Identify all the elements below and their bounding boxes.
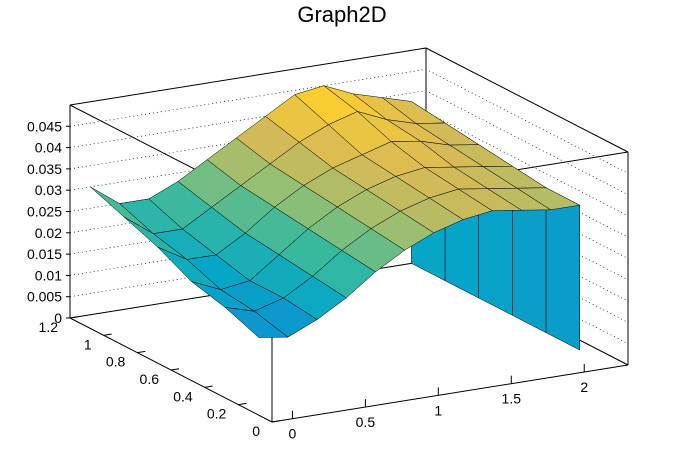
x-tick-label: 1 [434, 402, 442, 418]
y-tick [69, 316, 79, 319]
box-edge [69, 47, 427, 106]
grid-line [69, 68, 629, 174]
surface-cell [224, 307, 289, 338]
x-tick-label: 1.5 [502, 391, 522, 407]
surface-wall [545, 187, 580, 351]
y-tick [238, 402, 247, 406]
y-tick-label: 1.2 [39, 319, 59, 335]
x-tick-label: 0.5 [356, 414, 376, 430]
y-tick-label: 0.4 [173, 388, 193, 404]
z-tick-label: 0.045 [27, 118, 62, 134]
x-axis [271, 364, 629, 423]
y-tick-label: 0.6 [140, 371, 160, 387]
box-edge [425, 47, 629, 153]
y-tick-label: 0.2 [207, 406, 227, 422]
x-tick-label: 2 [580, 379, 588, 395]
y-tick-label: 0 [252, 423, 260, 439]
y-tick [271, 420, 281, 423]
z-tick-label: 0.02 [35, 225, 62, 241]
z-tick-label: 0.03 [35, 182, 62, 198]
grid-line [69, 90, 629, 195]
x-tick-label: 0 [289, 426, 297, 442]
z-tick-label: 0.035 [27, 161, 62, 177]
y-tick [204, 385, 213, 388]
z-tick-label: 0 [54, 310, 62, 326]
z-tick-label: 0.005 [27, 289, 62, 305]
y-tick-label: 0.8 [106, 354, 126, 370]
z-tick-label: 0.04 [35, 140, 62, 156]
z-tick-label: 0.025 [27, 204, 62, 220]
z-tick-label: 0.01 [35, 267, 62, 283]
y-tick [170, 368, 180, 371]
chart-title: Graph2D [297, 2, 386, 27]
y-tick [137, 350, 146, 354]
y-tick [103, 333, 112, 336]
z-tick-label: 0.015 [27, 246, 62, 262]
y-tick-label: 1 [84, 336, 92, 352]
